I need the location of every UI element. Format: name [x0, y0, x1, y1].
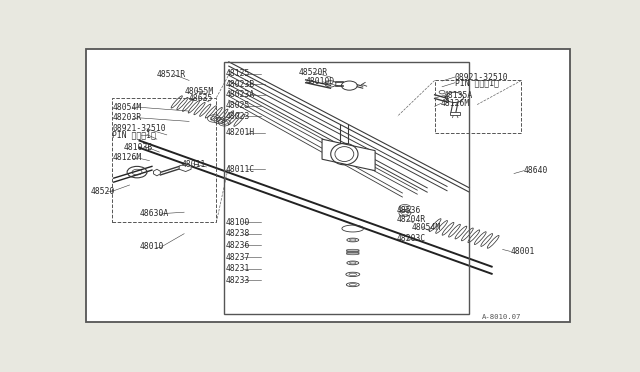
Text: 48054M: 48054M — [112, 103, 141, 112]
Text: 48010D: 48010D — [306, 77, 335, 86]
Text: PIN ピン（1）: PIN ピン（1） — [112, 130, 156, 139]
Text: 08921-32510: 08921-32510 — [455, 73, 509, 81]
Text: 48011C: 48011C — [225, 165, 255, 174]
Text: 48055M: 48055M — [184, 87, 213, 96]
Bar — [224, 62, 469, 314]
Text: 48023A: 48023A — [225, 90, 255, 99]
Polygon shape — [322, 139, 375, 171]
Text: 48201H: 48201H — [225, 128, 255, 137]
Text: 48203R: 48203R — [112, 113, 141, 122]
Text: 08921-32510: 08921-32510 — [112, 124, 166, 133]
Text: 48054M: 48054M — [412, 223, 440, 232]
Polygon shape — [449, 112, 460, 115]
Text: 48203C: 48203C — [396, 234, 426, 243]
Circle shape — [439, 90, 445, 94]
Text: 48231: 48231 — [225, 264, 250, 273]
Text: PIN ピン（1）: PIN ピン（1） — [455, 78, 499, 87]
Text: 48520R: 48520R — [298, 68, 328, 77]
Text: 48536: 48536 — [396, 206, 421, 215]
Text: 48237: 48237 — [225, 253, 250, 262]
Bar — [112, 97, 216, 222]
Polygon shape — [179, 164, 191, 171]
Text: 48010: 48010 — [140, 242, 164, 251]
Text: 48135A: 48135A — [444, 91, 474, 100]
Text: 48635: 48635 — [189, 94, 214, 103]
Text: 48011: 48011 — [182, 160, 206, 169]
Text: 48630A: 48630A — [140, 209, 169, 218]
Text: 48126M: 48126M — [441, 99, 470, 108]
Text: 48125: 48125 — [225, 69, 250, 78]
Text: 48100: 48100 — [225, 218, 250, 227]
Text: 48640: 48640 — [524, 166, 548, 175]
Text: 48236: 48236 — [225, 241, 250, 250]
Text: 48001: 48001 — [511, 247, 535, 256]
Text: 48520: 48520 — [91, 187, 115, 196]
Text: 48233: 48233 — [225, 276, 250, 285]
Polygon shape — [154, 169, 161, 176]
Text: 48103B: 48103B — [124, 143, 153, 152]
Text: 48204R: 48204R — [396, 215, 426, 224]
Text: A-8010.07: A-8010.07 — [482, 314, 522, 320]
Text: 48023B: 48023B — [225, 80, 255, 89]
Text: 48238: 48238 — [225, 229, 250, 238]
Bar — [435, 80, 522, 134]
Text: 48126M: 48126M — [112, 153, 141, 162]
Text: 48023: 48023 — [225, 112, 250, 121]
Text: 48025: 48025 — [225, 101, 250, 110]
Text: 48521R: 48521R — [157, 70, 186, 79]
